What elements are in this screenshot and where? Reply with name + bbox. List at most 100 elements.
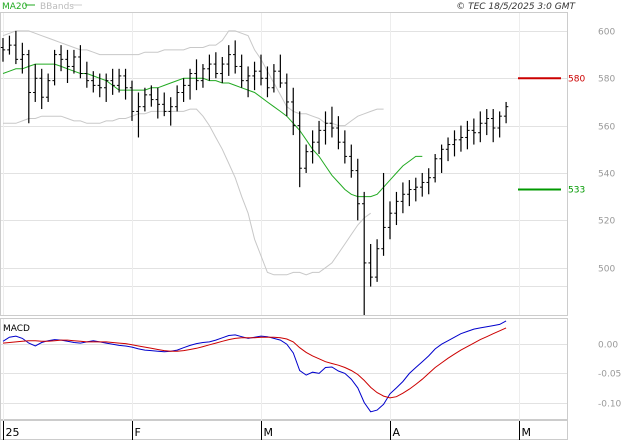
price-bar bbox=[284, 73, 289, 117]
date-label: M bbox=[264, 426, 274, 439]
date-label: 25 bbox=[6, 426, 20, 439]
price-bar bbox=[297, 111, 302, 188]
level-label: 533 bbox=[568, 186, 585, 196]
bband-lower bbox=[3, 108, 371, 276]
price-bar bbox=[33, 64, 38, 102]
legend: MA20 BBands bbox=[2, 2, 82, 12]
price-bar bbox=[471, 118, 477, 145]
date-axis: 25 F M A M bbox=[3, 421, 532, 440]
level-label: 580 bbox=[568, 74, 585, 84]
macd-axis: 0.00 -0.05 -0.10 bbox=[598, 341, 622, 410]
macd-title: MACD bbox=[3, 324, 30, 334]
price-bar bbox=[323, 111, 328, 145]
price-axis: 600 580 560 540 520 500 bbox=[598, 28, 615, 275]
price-bar bbox=[258, 54, 264, 86]
price-bar bbox=[329, 106, 335, 138]
price-grid bbox=[1, 13, 567, 315]
ma20-curve bbox=[2, 63, 423, 198]
price-bar bbox=[220, 56, 225, 84]
price-bar bbox=[497, 111, 502, 138]
date-label: M bbox=[522, 426, 532, 439]
price-bar bbox=[362, 191, 367, 315]
price-bar bbox=[491, 109, 496, 143]
price-bar bbox=[336, 116, 341, 150]
price-tick-label: 540 bbox=[598, 170, 615, 180]
price-bar bbox=[374, 239, 380, 282]
price-bar bbox=[465, 120, 470, 150]
price-bar bbox=[181, 78, 186, 102]
price-bar bbox=[278, 54, 283, 88]
price-bar bbox=[452, 130, 457, 157]
ma20-line bbox=[2, 63, 423, 198]
macd-tick-label: -0.10 bbox=[598, 400, 622, 410]
price-bar bbox=[316, 120, 322, 155]
price-bar bbox=[407, 180, 412, 207]
bollinger-bands bbox=[2, 30, 384, 276]
macd-panel-frame bbox=[0, 318, 568, 420]
price-bar bbox=[291, 87, 296, 136]
price-panel-frame bbox=[0, 12, 568, 316]
price-bar bbox=[239, 54, 244, 88]
price-bar bbox=[97, 73, 102, 98]
price-bar bbox=[110, 68, 115, 95]
price-bar bbox=[226, 45, 231, 76]
price-bar bbox=[245, 66, 251, 98]
macd-lines bbox=[2, 320, 507, 413]
price-bar bbox=[200, 64, 206, 88]
date-label: A bbox=[393, 426, 401, 439]
price-bar bbox=[84, 61, 90, 88]
price-bar bbox=[71, 49, 77, 74]
price-bar bbox=[368, 243, 373, 287]
price-bar bbox=[155, 87, 160, 119]
price-bar bbox=[349, 144, 354, 178]
price-bar bbox=[432, 154, 438, 183]
price-bar bbox=[194, 59, 199, 91]
legend-ma20: MA20 bbox=[2, 2, 28, 12]
price-bar bbox=[116, 68, 122, 93]
price-bar bbox=[445, 137, 451, 162]
date-axis-frame bbox=[0, 420, 568, 440]
price-bar bbox=[168, 97, 173, 126]
price-bar bbox=[187, 68, 193, 100]
price-bars bbox=[0, 30, 509, 315]
price-tick-label: 560 bbox=[598, 123, 615, 133]
price-bar bbox=[142, 87, 148, 112]
price-bar bbox=[65, 49, 70, 84]
price-bar bbox=[484, 109, 489, 136]
price-bar bbox=[213, 52, 219, 79]
level-lines: 580 533 bbox=[518, 74, 585, 196]
legend-bbands: BBands bbox=[40, 2, 74, 12]
price-bar bbox=[162, 92, 167, 117]
price-bar bbox=[20, 42, 25, 74]
price-bar bbox=[233, 40, 238, 74]
signal-line bbox=[2, 327, 507, 399]
price-bar bbox=[39, 68, 44, 110]
price-bar bbox=[207, 54, 212, 81]
price-bar bbox=[78, 45, 83, 79]
price-bar bbox=[413, 177, 418, 202]
price-bar bbox=[439, 144, 444, 173]
price-bar bbox=[123, 68, 128, 100]
price-bar bbox=[503, 101, 509, 124]
price-bar bbox=[394, 191, 399, 226]
price-tick-label: 520 bbox=[598, 217, 615, 227]
price-bar bbox=[252, 61, 257, 91]
price-bar bbox=[136, 92, 141, 138]
price-bar bbox=[129, 80, 135, 121]
price-bar bbox=[0, 38, 6, 62]
price-bar bbox=[355, 158, 360, 221]
copyright-label: © TEC 18/5/2025 3:0 GMT bbox=[456, 2, 576, 12]
price-bar bbox=[381, 172, 386, 256]
price-bar bbox=[342, 130, 348, 164]
price-bar bbox=[45, 73, 51, 102]
price-bar bbox=[458, 125, 464, 152]
price-bar bbox=[104, 73, 109, 102]
price-bar bbox=[420, 172, 425, 197]
bband-upper bbox=[2, 30, 384, 127]
price-bar bbox=[52, 49, 57, 86]
price-tick-label: 500 bbox=[598, 265, 615, 275]
price-tick-label: 580 bbox=[598, 75, 615, 85]
date-label: F bbox=[135, 426, 141, 439]
price-bar bbox=[13, 30, 19, 65]
